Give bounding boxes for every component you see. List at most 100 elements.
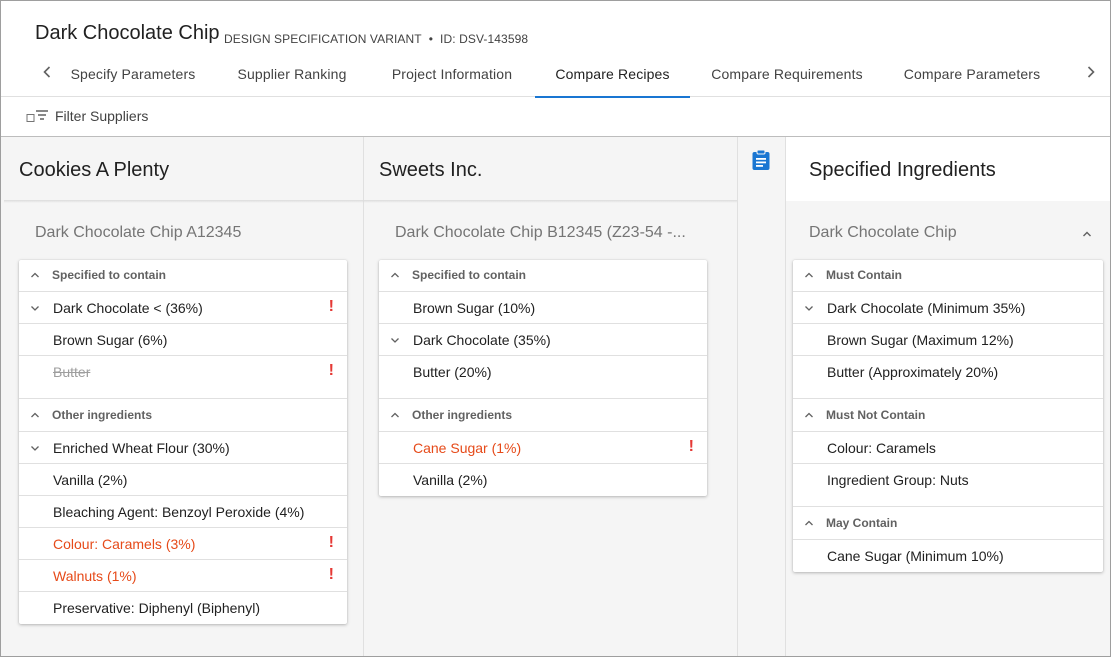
filter-icon <box>26 108 48 124</box>
ingredient-label: Cane Sugar (Minimum 10%) <box>827 548 1004 564</box>
ingredient-row: Bleaching Agent: Benzoyl Peroxide (4%) <box>19 496 347 528</box>
chevron-up-icon <box>803 268 815 282</box>
ingredient-row[interactable]: Dark Chocolate (35%) <box>379 324 707 356</box>
ingredient-label: Brown Sugar (10%) <box>413 300 536 316</box>
chevron-down-icon[interactable] <box>29 441 41 455</box>
ingredient-row[interactable]: Dark Chocolate < (36%)! <box>19 292 347 324</box>
ingredient-label: Butter (Approximately 20%) <box>827 364 999 380</box>
warning-icon: ! <box>328 298 334 315</box>
column-divider <box>785 137 786 656</box>
ingredient-label: Dark Chocolate < (36%) <box>53 300 203 316</box>
warning-icon: ! <box>328 362 334 379</box>
ingredient-label: Butter <box>53 364 91 380</box>
ingredient-row: Cane Sugar (1%)! <box>379 432 707 464</box>
tab-supplier-ranking[interactable]: Supplier Ranking <box>237 66 347 82</box>
warning-icon: ! <box>328 534 334 551</box>
ingredient-label: Ingredient Group: Nuts <box>827 472 969 488</box>
ingredient-row[interactable]: Enriched Wheat Flour (30%) <box>19 432 347 464</box>
warning-icon: ! <box>328 566 334 583</box>
ingredient-label: Cane Sugar (1%) <box>413 440 522 456</box>
section-header-must-not-contain[interactable]: Must Not Contain <box>793 398 1103 432</box>
variant-id: ID: DSV-143598 <box>440 32 529 46</box>
recipe-name: Dark Chocolate Chip <box>809 224 957 241</box>
action-column <box>738 137 785 656</box>
separator: • <box>428 32 434 46</box>
chevron-up-icon <box>803 408 815 422</box>
ingredient-row: Preservative: Diphenyl (Biphenyl) <box>19 592 347 624</box>
section-header-specified-to-contain[interactable]: Specified to contain <box>379 260 707 292</box>
ingredient-row: Walnuts (1%)! <box>19 560 347 592</box>
filter-suppliers-button[interactable]: Filter Suppliers <box>26 108 148 124</box>
ingredient-label: Preservative: Diphenyl (Biphenyl) <box>53 600 260 616</box>
chevron-up-icon <box>389 268 401 282</box>
supplier-header: Cookies A Plenty <box>4 137 363 201</box>
chevron-up-icon <box>389 408 401 422</box>
ingredient-label: Vanilla (2%) <box>413 472 488 488</box>
chevron-down-icon[interactable] <box>389 333 401 347</box>
section-header-may-contain[interactable]: May Contain <box>793 506 1103 540</box>
tab-bar: Specify Parameters Supplier Ranking Proj… <box>1 56 1110 98</box>
section-header-other-ingredients[interactable]: Other ingredients <box>19 398 347 432</box>
chevron-down-icon[interactable] <box>29 301 41 315</box>
ingredient-label: Enriched Wheat Flour (30%) <box>53 440 230 456</box>
ingredient-card: Specified to contain Dark Chocolate < (36… <box>19 260 347 624</box>
supplier-name: Cookies A Plenty <box>19 159 170 181</box>
section-header-other-ingredients[interactable]: Other ingredients <box>379 398 707 432</box>
ingredient-row: Brown Sugar (10%) <box>379 292 707 324</box>
variant-label: DESIGN SPECIFICATION VARIANT <box>224 32 422 46</box>
ingredient-row: Colour: Caramels (3%)! <box>19 528 347 560</box>
ingredient-label: Colour: Caramels (3%) <box>53 536 196 552</box>
section-title: Must Contain <box>826 268 902 282</box>
ingredient-row: Ingredient Group: Nuts <box>793 464 1103 496</box>
recipe-name: Dark Chocolate Chip B12345 (Z23-54 -... <box>395 224 686 241</box>
ingredient-label: Brown Sugar (6%) <box>53 332 168 348</box>
section-title: May Contain <box>826 516 898 530</box>
ingredient-label: Butter (20%) <box>413 364 492 380</box>
ingredient-row: Butter (Approximately 20%) <box>793 356 1103 388</box>
tab-compare-recipes[interactable]: Compare Recipes <box>535 56 690 98</box>
ingredient-row: Vanilla (2%) <box>19 464 347 496</box>
chevron-up-icon <box>29 408 41 422</box>
ingredient-row[interactable]: Dark Chocolate (Minimum 35%) <box>793 292 1103 324</box>
ingredient-label: Brown Sugar (Maximum 12%) <box>827 332 1014 348</box>
page-subtitle: DESIGN SPECIFICATION VARIANT • ID: DSV-143… <box>224 32 528 46</box>
ingredient-row: Vanilla (2%) <box>379 464 707 496</box>
tab-project-information[interactable]: Project Information <box>391 66 513 82</box>
section-title: Other ingredients <box>52 408 153 422</box>
ingredient-label: Walnuts (1%) <box>53 568 137 584</box>
specified-ingredients-title: Specified Ingredients <box>809 159 996 181</box>
active-tab-indicator <box>535 96 690 98</box>
ingredient-row: Butter (20%) <box>379 356 707 388</box>
tab-compare-parameters[interactable]: Compare Parameters <box>903 66 1041 82</box>
chevron-left-icon[interactable] <box>35 60 59 84</box>
chevron-up-icon <box>803 516 815 530</box>
filter-bar: Filter Suppliers <box>1 97 1110 137</box>
chevron-down-icon[interactable] <box>803 301 815 315</box>
ingredient-label: Bleaching Agent: Benzoyl Peroxide (4%) <box>53 504 305 520</box>
supplier-header: Sweets Inc. <box>364 137 737 201</box>
section-title: Other ingredients <box>412 408 513 422</box>
ingredient-label: Colour: Caramels <box>827 440 936 456</box>
page-title: Dark Chocolate Chip <box>35 22 220 44</box>
column-divider <box>363 137 364 656</box>
chevron-up-icon[interactable] <box>1080 227 1094 241</box>
ingredient-row: Colour: Caramels <box>793 432 1103 464</box>
section-header-must-contain[interactable]: Must Contain <box>793 260 1103 292</box>
ingredient-label: Dark Chocolate (35%) <box>413 332 551 348</box>
warning-icon: ! <box>688 438 694 455</box>
clipboard-icon[interactable] <box>751 149 771 171</box>
chevron-right-icon[interactable] <box>1079 60 1103 84</box>
section-header-specified-to-contain[interactable]: Specified to contain <box>19 260 347 292</box>
tab-specify-parameters[interactable]: Specify Parameters <box>70 66 196 82</box>
filter-suppliers-label: Filter Suppliers <box>55 108 149 124</box>
header-shadow <box>4 200 737 203</box>
ingredient-row: Cane Sugar (Minimum 10%) <box>793 540 1103 572</box>
section-title: Must Not Contain <box>826 408 926 422</box>
supplier-name: Sweets Inc. <box>379 159 483 181</box>
ingredient-label: Dark Chocolate (Minimum 35%) <box>827 300 1026 316</box>
section-title: Specified to contain <box>52 268 167 282</box>
ingredient-row: Brown Sugar (Maximum 12%) <box>793 324 1103 356</box>
ingredient-card: Specified to contain Brown Sugar (10%) Dar… <box>379 260 707 496</box>
tab-compare-requirements[interactable]: Compare Requirements <box>711 66 863 82</box>
ingredient-label: Vanilla (2%) <box>53 472 128 488</box>
